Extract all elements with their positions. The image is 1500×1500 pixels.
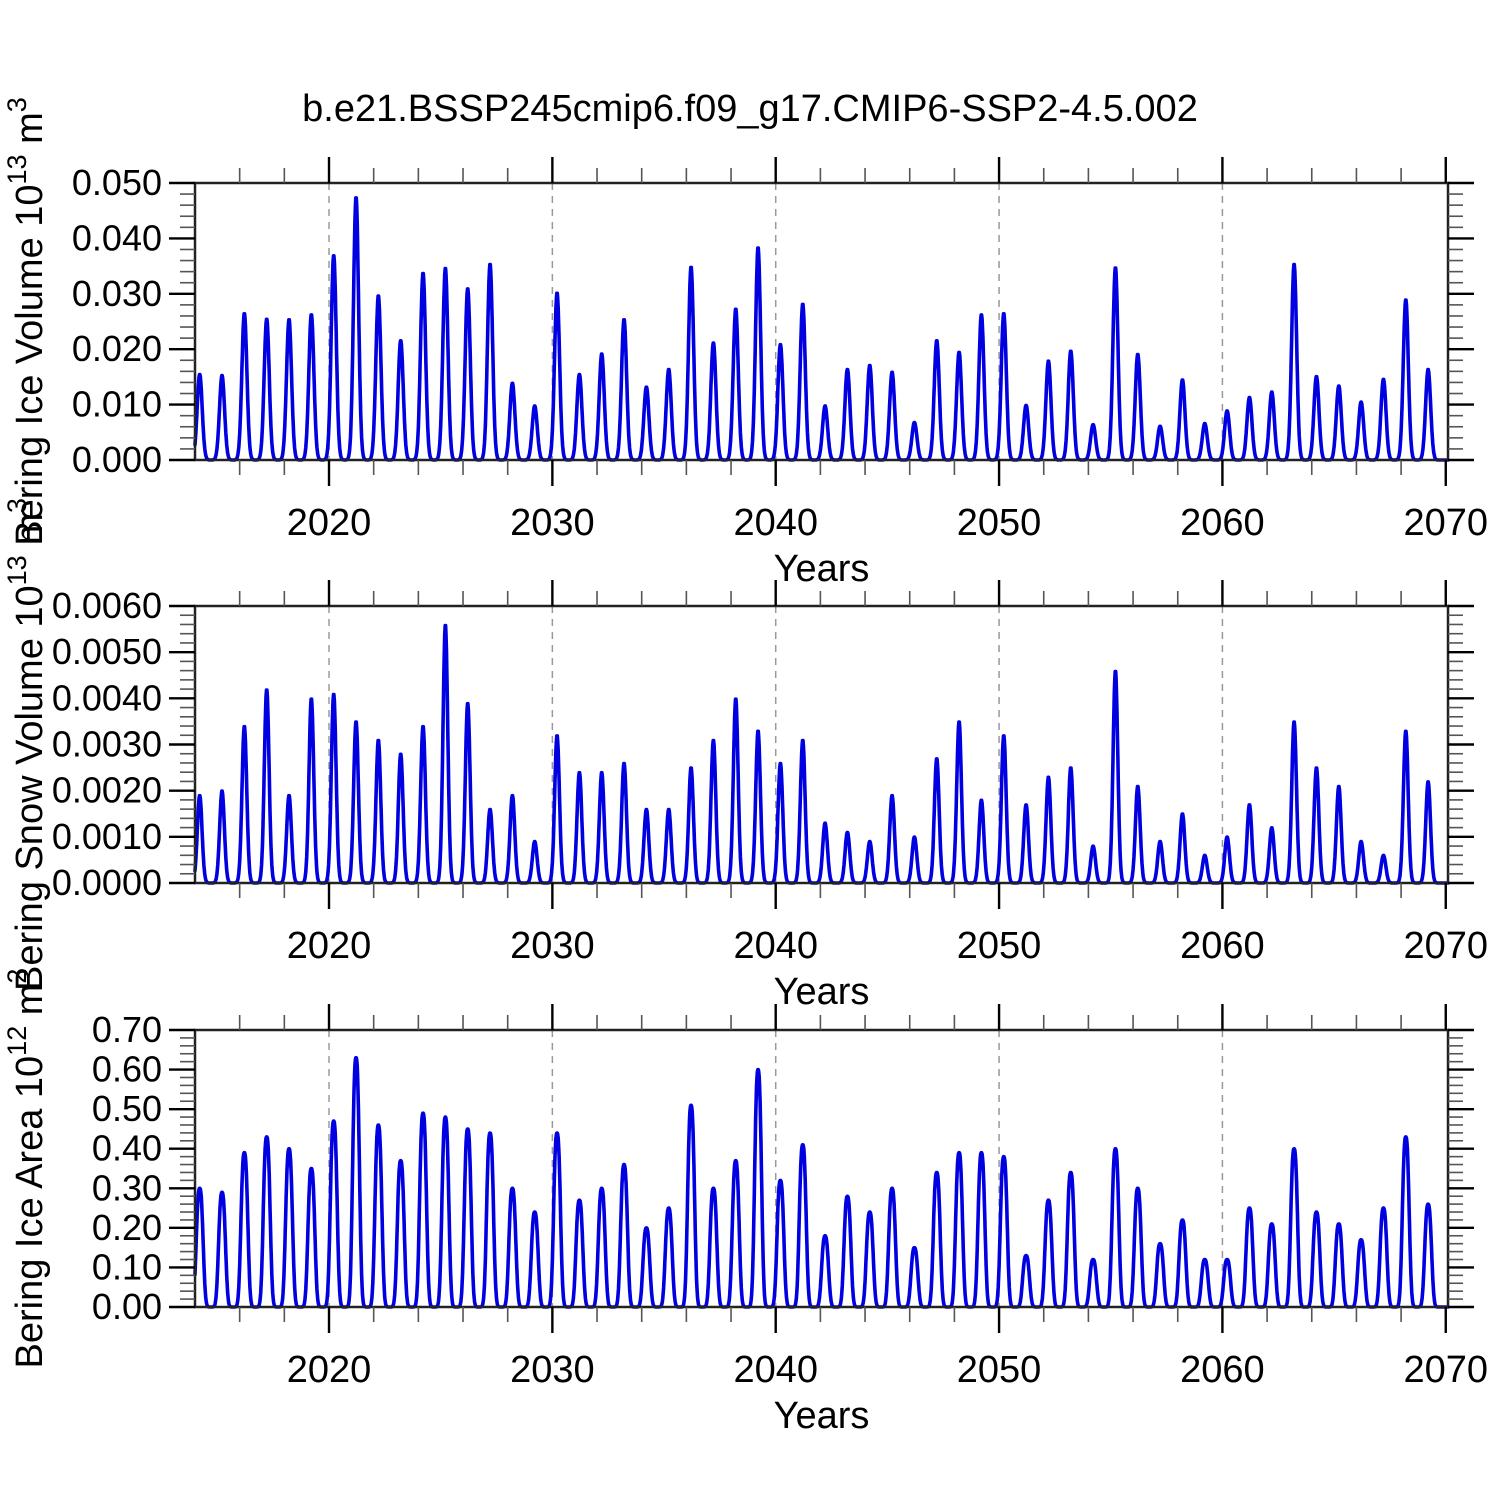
- x-tick-label: 2070: [1403, 925, 1488, 967]
- data-series-line: [193, 196, 1450, 462]
- x-axis-title: Years: [774, 1395, 870, 1437]
- y-tick-label: 0.30: [92, 1167, 162, 1208]
- y-tick-label: 0.030: [72, 273, 162, 314]
- x-tick-label: 2030: [510, 925, 595, 967]
- x-tick-label: 2040: [733, 925, 818, 967]
- x-tick-label: 2050: [957, 1349, 1042, 1391]
- y-tick-label: 0.020: [72, 328, 162, 369]
- y-axis-title: Bering Ice Volume 1013 m3: [2, 97, 51, 546]
- x-tick-label: 2020: [287, 925, 372, 967]
- x-tick-label: 2020: [287, 502, 372, 544]
- y-tick-label: 0.0020: [52, 770, 162, 811]
- y-tick-label: 0.010: [72, 384, 162, 425]
- x-tick-label: 2060: [1180, 925, 1265, 967]
- y-tick-label: 0.20: [92, 1207, 162, 1248]
- y-tick-label: 0.0030: [52, 724, 162, 765]
- y-tick-label: 0.00: [92, 1286, 162, 1327]
- y-tick-label: 0.0010: [52, 816, 162, 857]
- y-tick-label: 0.040: [72, 217, 162, 258]
- x-axis-title: Years: [774, 548, 870, 590]
- y-axis-title: Bering Ice Area 1012 m2: [2, 969, 51, 1369]
- x-tick-label: 2060: [1180, 1349, 1265, 1391]
- y-tick-label: 0.050: [72, 162, 162, 203]
- x-tick-label: 2030: [510, 502, 595, 544]
- x-axis-title: Years: [774, 971, 870, 1013]
- y-tick-label: 0.10: [92, 1246, 162, 1287]
- x-tick-label: 2070: [1403, 502, 1488, 544]
- data-series-line: [193, 623, 1450, 885]
- x-tick-label: 2060: [1180, 502, 1265, 544]
- x-tick-label: 2050: [957, 925, 1042, 967]
- y-axis-title: Bering Snow Volume 1013 m3: [2, 498, 51, 991]
- y-tick-label: 0.0040: [52, 677, 162, 718]
- figure-title: b.e21.BSSP245cmip6.f09_g17.CMIP6-SSP2-4.…: [302, 88, 1198, 130]
- x-tick-label: 2030: [510, 1349, 595, 1391]
- y-tick-label: 0.60: [92, 1049, 162, 1090]
- y-tick-label: 0.70: [92, 1009, 162, 1050]
- x-tick-label: 2040: [733, 502, 818, 544]
- plot-frame: [193, 1028, 1450, 1309]
- y-tick-label: 0.0000: [52, 862, 162, 903]
- x-tick-label: 2050: [957, 502, 1042, 544]
- y-tick-label: 0.0060: [52, 585, 162, 626]
- y-tick-label: 0.000: [72, 439, 162, 480]
- data-series-line: [193, 1056, 1450, 1309]
- x-tick-label: 2040: [733, 1349, 818, 1391]
- x-tick-label: 2070: [1403, 1349, 1488, 1391]
- y-tick-label: 0.0050: [52, 631, 162, 672]
- y-tick-label: 0.50: [92, 1088, 162, 1129]
- plot-frame: [193, 181, 1450, 462]
- y-tick-label: 0.40: [92, 1128, 162, 1169]
- x-tick-label: 2020: [287, 1349, 372, 1391]
